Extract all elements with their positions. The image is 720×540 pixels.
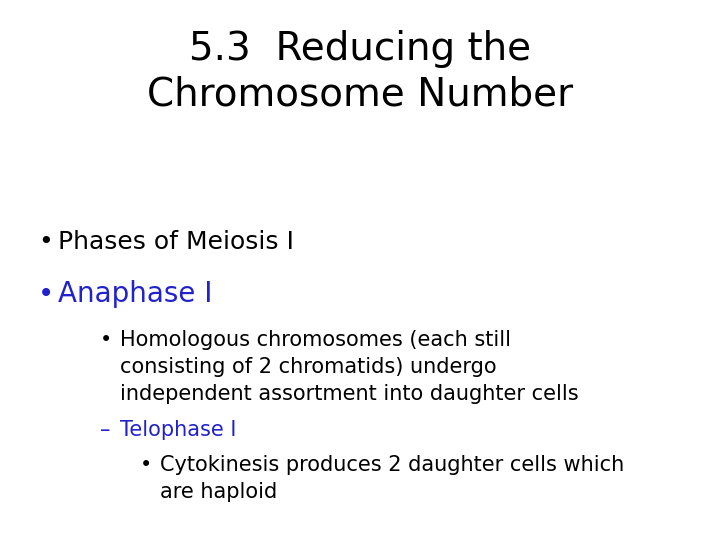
Text: 5.3  Reducing the
Chromosome Number: 5.3 Reducing the Chromosome Number <box>147 30 573 113</box>
Text: •: • <box>100 330 112 350</box>
Text: Phases of Meiosis I: Phases of Meiosis I <box>58 230 294 254</box>
Text: Cytokinesis produces 2 daughter cells which
are haploid: Cytokinesis produces 2 daughter cells wh… <box>160 455 624 502</box>
Text: –: – <box>100 420 110 440</box>
Text: Telophase I: Telophase I <box>120 420 236 440</box>
Text: •: • <box>140 455 152 475</box>
Text: •: • <box>38 280 54 308</box>
Text: Homologous chromosomes (each still
consisting of 2 chromatids) undergo
independe: Homologous chromosomes (each still consi… <box>120 330 579 404</box>
Text: Anaphase I: Anaphase I <box>58 280 212 308</box>
Text: •: • <box>38 230 53 254</box>
